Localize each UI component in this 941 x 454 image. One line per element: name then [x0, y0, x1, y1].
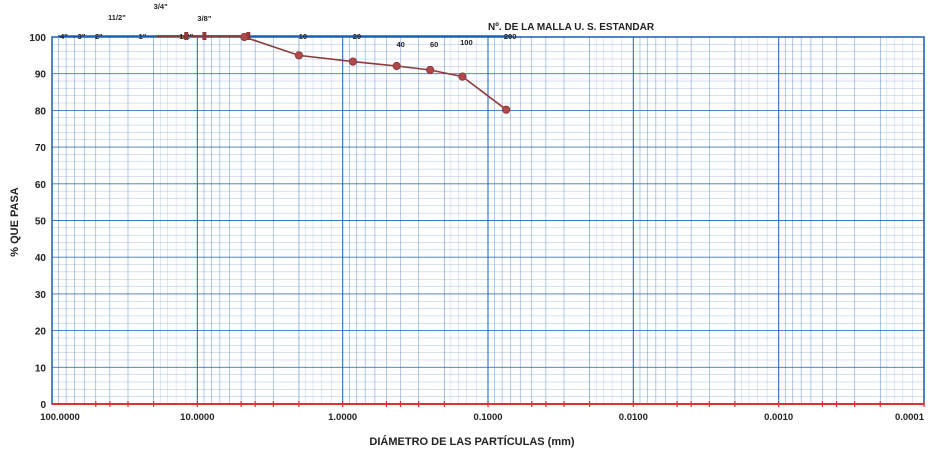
- y-tick-label: 70: [35, 143, 47, 154]
- sieve-label: 10: [299, 32, 307, 41]
- x-tick-label: 10.0000: [180, 412, 214, 423]
- y-tick-labels: 0 10 20 30 40 50 60 70 80 90 100: [29, 33, 46, 411]
- y-tick-label: 40: [35, 253, 47, 264]
- data-point: [348, 57, 358, 66]
- chart-title: Nº. DE LA MALLA U. S. ESTANDAR: [488, 22, 655, 33]
- y-tick-label: 60: [35, 180, 47, 191]
- x-tick-labels: 100.0000 10.0000 1.0000 0.1000 0.0100 0.0010 0…: [40, 401, 925, 423]
- y-tick-label: 100: [29, 33, 46, 44]
- chart-grid: [52, 36, 925, 405]
- y-axis-label: % QUE PASA: [9, 187, 21, 257]
- sieve-label: - 3": [73, 32, 86, 41]
- sieve-scale: 4"- 3"2"11/2"1"3/4"1/2"3/8"4102040601002…: [58, 2, 516, 49]
- sieve-label: 11/2": [108, 13, 126, 22]
- x-tick-label: 0.0010: [764, 412, 793, 423]
- x-tick-label: 0.0100: [619, 412, 648, 423]
- y-tick-label: 80: [35, 106, 47, 117]
- sieve-label: 100: [460, 38, 473, 47]
- y-tick-label: 20: [35, 327, 47, 338]
- sieve-label: 2": [95, 32, 103, 41]
- sieve-label: 200: [504, 32, 517, 41]
- x-tick-label: 0.1000: [473, 412, 502, 423]
- sieve-label: 1": [139, 32, 147, 41]
- x-tick-label: 1.0000: [328, 412, 357, 423]
- data-point: [392, 61, 401, 71]
- y-tick-label: 10: [35, 363, 47, 374]
- x-tick-label: 100.0000: [40, 412, 80, 423]
- data-point: [502, 105, 511, 114]
- data-point: [294, 51, 304, 60]
- y-tick-label: 50: [35, 217, 47, 228]
- sieve-label: 4": [60, 32, 68, 41]
- y-tick-label: 90: [35, 70, 47, 81]
- x-axis-label: DIÁMETRO DE LAS PARTÍCULAS (mm): [369, 435, 574, 448]
- data-point: [458, 72, 467, 81]
- sieve-label: 3/4": [154, 2, 168, 11]
- sieve-label: 60: [430, 40, 438, 49]
- data-point: [426, 65, 435, 75]
- y-tick-label: 30: [35, 290, 47, 301]
- sieve-label: 40: [397, 40, 405, 49]
- series-points: [240, 32, 511, 114]
- sieve-marker: [202, 32, 207, 40]
- y-tick-label: 0: [40, 400, 46, 411]
- data-point: [240, 32, 249, 42]
- sieve-label: 3/8": [197, 14, 211, 23]
- x-tick-label: 0.0001: [895, 412, 925, 423]
- sieve-marker: [246, 32, 251, 40]
- sieve-label: 20: [353, 32, 361, 41]
- sieve-marker: [184, 32, 189, 40]
